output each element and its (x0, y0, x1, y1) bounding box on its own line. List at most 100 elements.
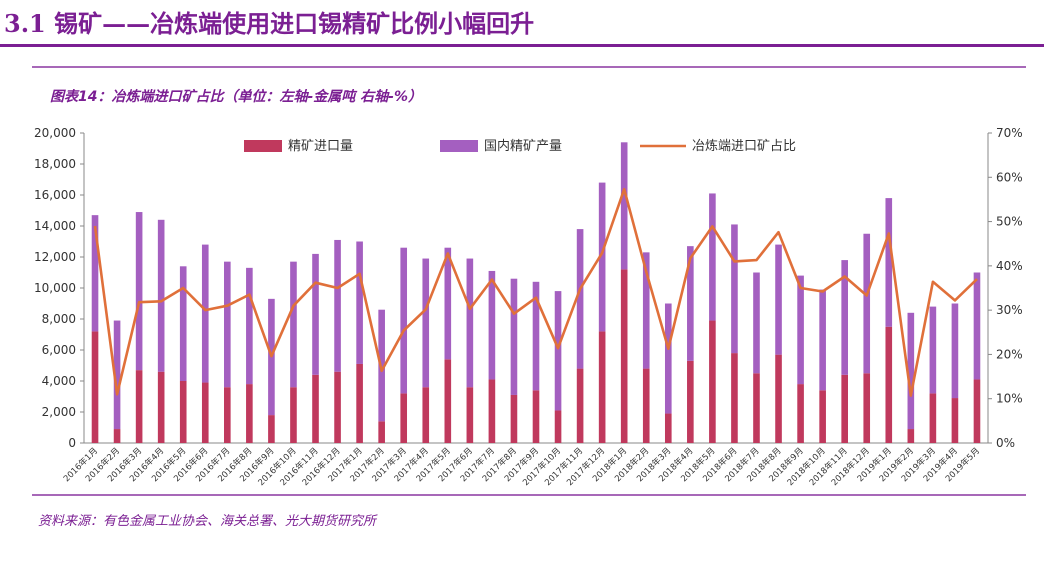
y-right-tick-label: 40% (996, 259, 1023, 273)
bar-import (709, 320, 716, 443)
bar-domestic (488, 270, 496, 380)
y-left-tick-label: 8,000 (42, 312, 76, 326)
bar-domestic (951, 303, 959, 399)
bar-import (201, 382, 209, 443)
bar-import (907, 429, 915, 443)
bar-domestic (819, 289, 826, 391)
ratio-line-path (93, 187, 978, 397)
y-left-tick-label: 18,000 (34, 157, 76, 171)
bar-domestic (642, 252, 650, 369)
bar-import (554, 410, 562, 443)
bar-domestic (885, 198, 893, 327)
bar-domestic (576, 229, 584, 369)
bar-import (135, 370, 143, 443)
bar-import (224, 387, 231, 443)
bar-domestic (312, 253, 319, 375)
bar-import (179, 381, 187, 443)
bar-domestic (91, 215, 99, 332)
bar-domestic (532, 281, 540, 391)
bar-import (113, 429, 121, 443)
y-right-tick-label: 30% (996, 303, 1023, 317)
bar-import (929, 393, 937, 443)
bar-import (598, 331, 606, 443)
bar-domestic (598, 182, 606, 332)
bar-import (973, 379, 981, 443)
bar-import (312, 374, 319, 443)
bar-import (246, 384, 253, 443)
y-left-tick-label: 0 (68, 436, 76, 450)
bar-domestic (135, 212, 143, 371)
bar-domestic (444, 247, 452, 360)
bar-import (775, 354, 782, 443)
legend-label-import: 精矿进口量 (288, 139, 353, 154)
y-left-tick-label: 4,000 (42, 374, 76, 388)
page-title: 3.1 锡矿——冶炼端使用进口锡精矿比例小幅回升 (4, 9, 535, 38)
bar-domestic (201, 244, 209, 383)
bar-domestic (246, 267, 253, 385)
y-left-tick-label: 16,000 (34, 188, 76, 202)
bar-import (290, 387, 297, 443)
legend-label-domestic: 国内精矿产量 (484, 138, 562, 154)
bar-import (687, 360, 694, 443)
chart-bars (91, 142, 981, 443)
legend-swatch-import (244, 140, 282, 152)
bar-domestic (422, 258, 430, 388)
bar-domestic (863, 233, 871, 374)
legend-swatch-domestic (440, 140, 478, 152)
bar-import (334, 371, 341, 443)
bar-import (532, 390, 540, 443)
bar-domestic (356, 241, 363, 364)
bar-domestic (753, 272, 760, 374)
bar-import (356, 363, 363, 443)
bar-import (400, 393, 408, 443)
title-rule (0, 44, 1044, 47)
y-right-tick-label: 70% (996, 126, 1023, 140)
bar-domestic (973, 272, 981, 380)
bar-import (753, 373, 760, 443)
bar-import (510, 394, 518, 443)
bar-import (863, 373, 871, 443)
bar-import (422, 387, 430, 443)
bar-import (466, 387, 474, 443)
bar-domestic (334, 239, 341, 372)
y-left-tick-label: 20,000 (34, 126, 76, 140)
chart-legend: 精矿进口量 国内精矿产量 冶炼端进口矿占比 (244, 138, 796, 154)
bar-import (488, 379, 496, 443)
bar-import (378, 421, 385, 443)
bar-domestic (400, 247, 408, 394)
bar-import (620, 269, 628, 443)
bar-domestic (687, 246, 694, 361)
source-note: 资料来源：有色金属工业协会、海关总署、光大期货研究所 (38, 514, 377, 529)
y-left-tick-label: 2,000 (42, 405, 76, 419)
bar-domestic (709, 193, 716, 321)
bar-domestic (554, 291, 562, 411)
bar-domestic (620, 142, 628, 270)
bar-import (841, 374, 848, 443)
y-left-tick-label: 10,000 (34, 281, 76, 295)
bar-import (819, 390, 826, 443)
bar-domestic (775, 244, 782, 355)
bar-domestic (929, 306, 937, 394)
bar-import (642, 368, 650, 443)
bar-domestic (179, 266, 187, 381)
bar-import (157, 371, 165, 443)
y-left-tick-label: 12,000 (34, 250, 76, 264)
y-right-tick-label: 0% (996, 436, 1015, 450)
figure-top-rule (32, 66, 1026, 68)
bar-domestic (113, 320, 121, 430)
bar-domestic (907, 312, 915, 430)
bar-import (664, 413, 672, 443)
bar-import (268, 415, 275, 443)
y-right-tick-label: 60% (996, 170, 1023, 184)
bar-domestic (157, 219, 165, 372)
bar-domestic (664, 303, 672, 414)
bar-domestic (290, 261, 297, 388)
y-right-tick-label: 10% (996, 392, 1023, 406)
bar-import (885, 326, 893, 443)
bar-import (731, 353, 738, 443)
y-right-tick-label: 50% (996, 215, 1023, 229)
bar-import (91, 331, 99, 443)
ratio-line (93, 187, 978, 397)
bar-import (444, 359, 452, 443)
